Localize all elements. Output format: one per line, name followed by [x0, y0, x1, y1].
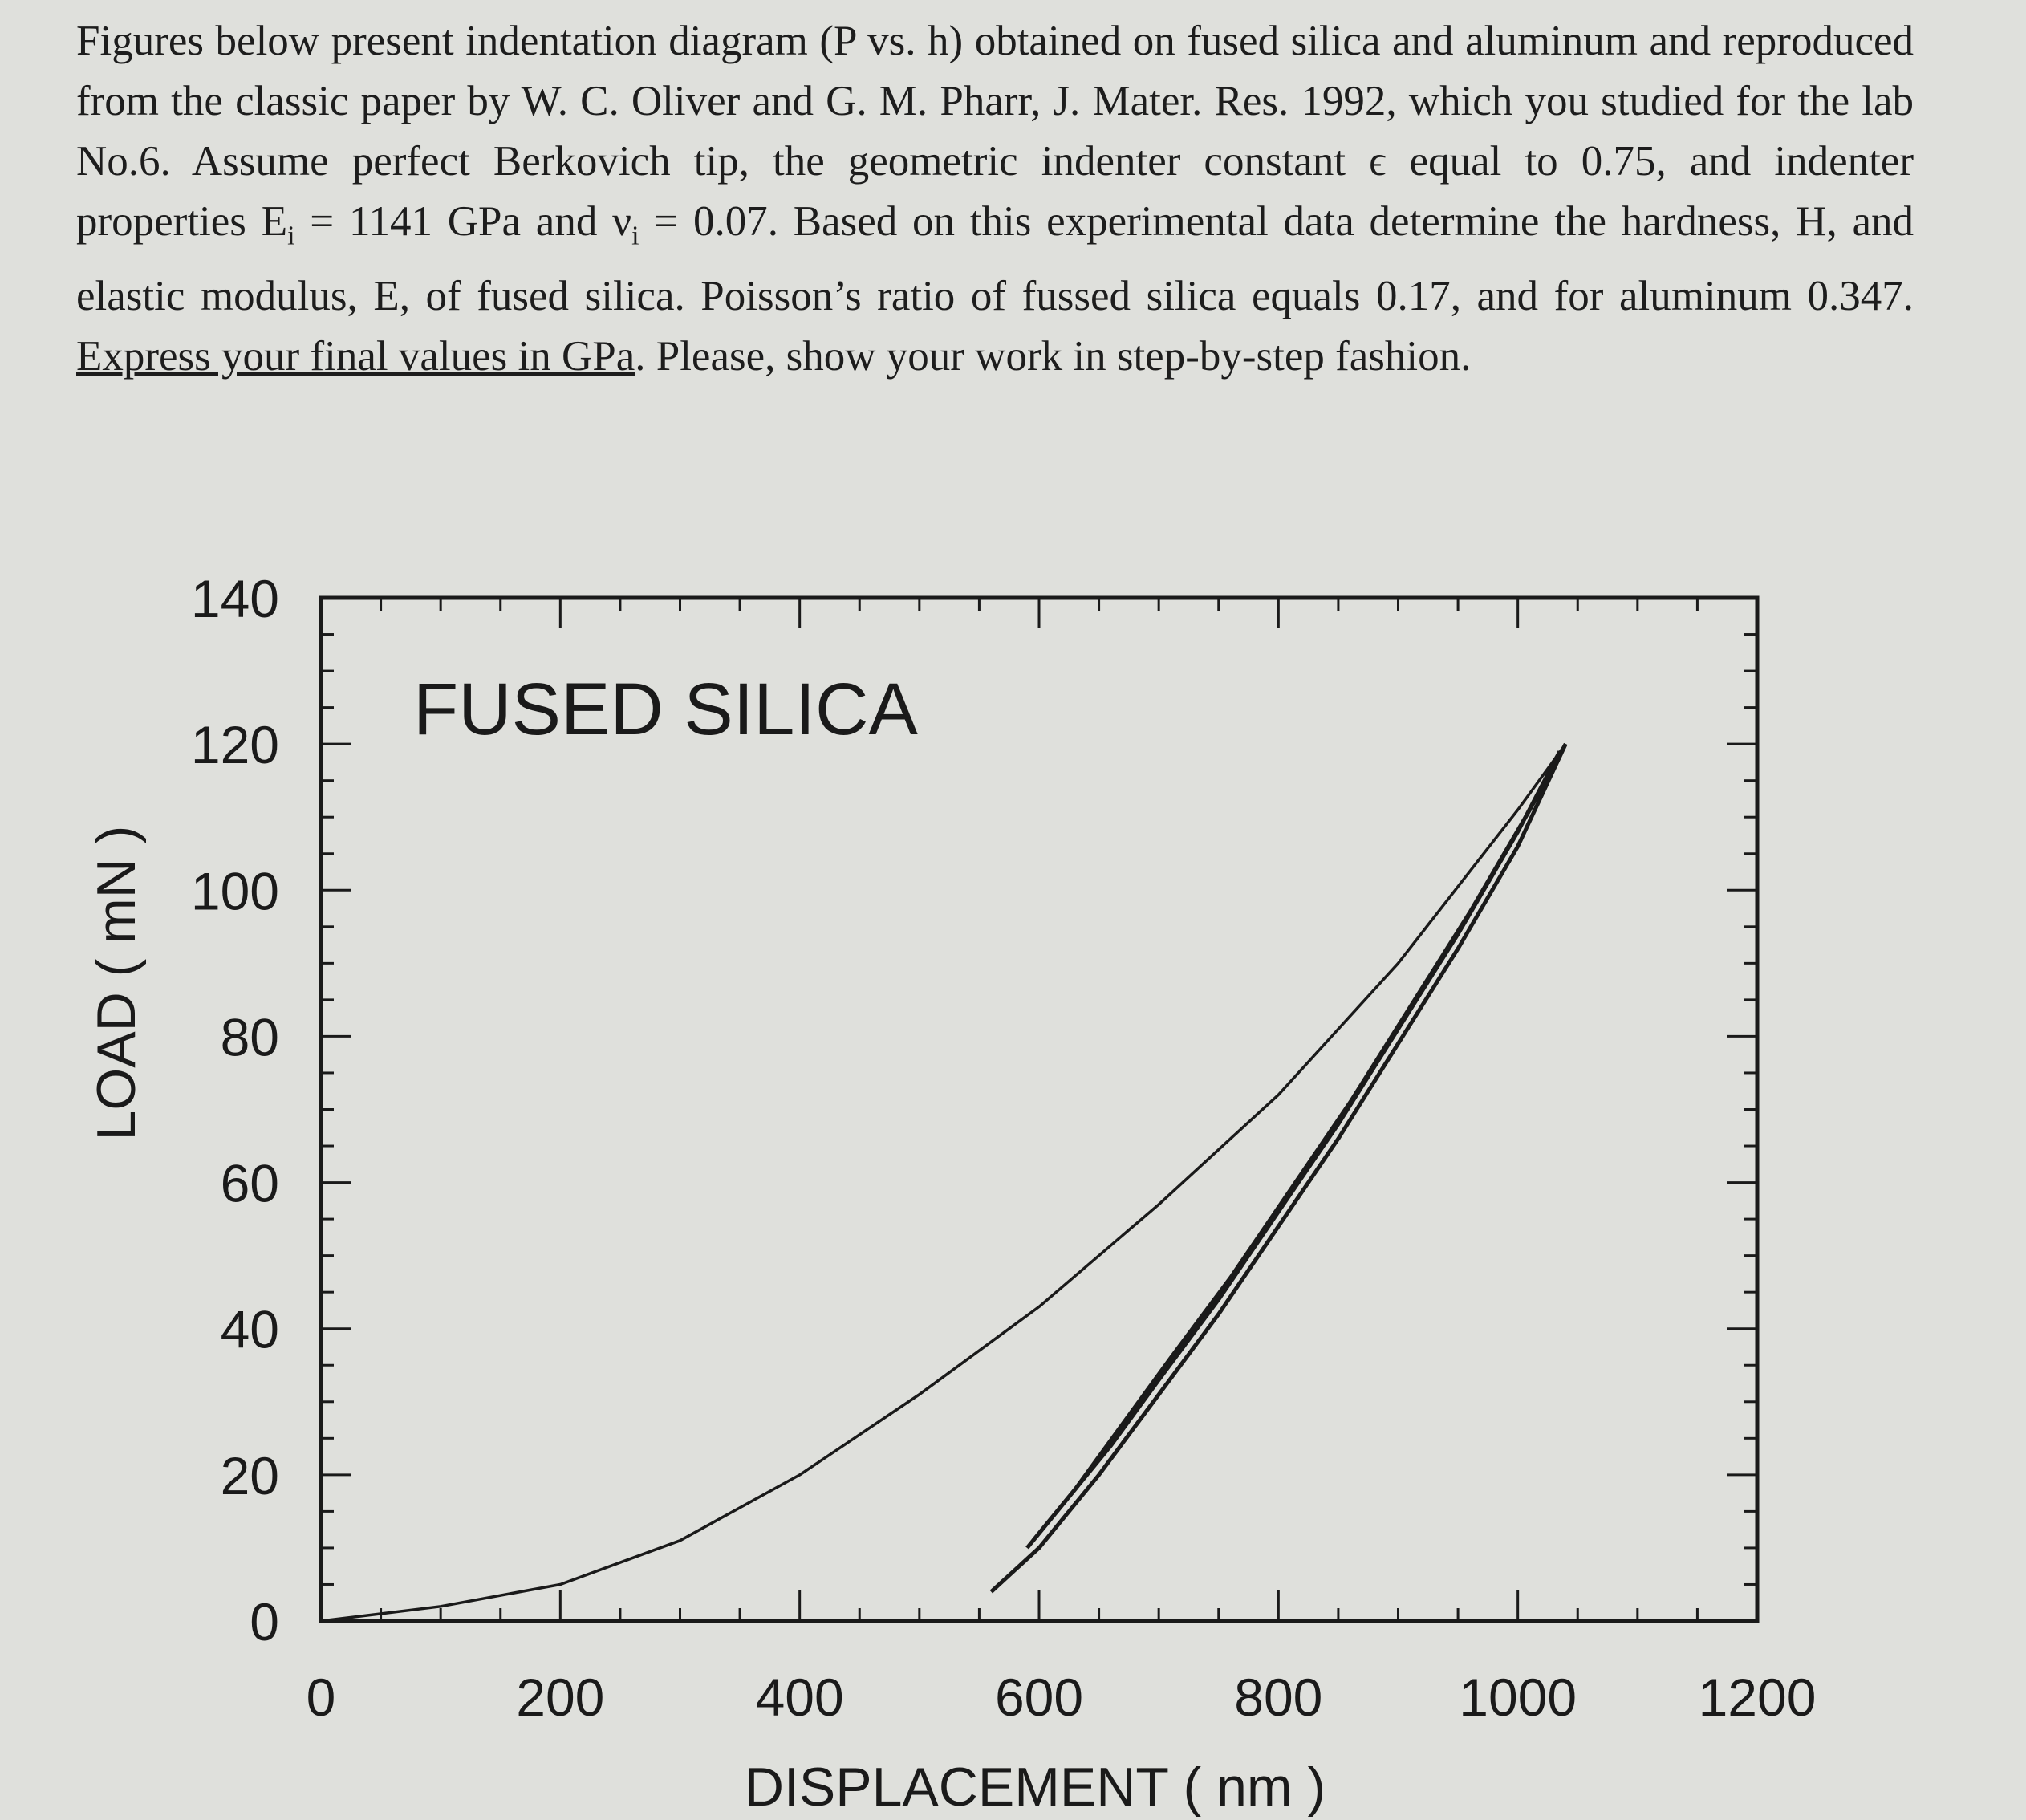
- subscript-i: i: [631, 221, 639, 251]
- y-axis-label: LOAD ( mN ): [86, 826, 147, 1141]
- y-tick-label: 0: [250, 1592, 279, 1651]
- chart-title: FUSED SILICA: [413, 668, 918, 750]
- y-tick-label: 120: [191, 715, 279, 774]
- plot-frame: [319, 595, 1760, 1623]
- y-tick-label: 20: [221, 1446, 279, 1505]
- emphasized-instruction: Express your final values in GPa: [76, 332, 635, 380]
- problem-statement: Figures below present indentation diagra…: [76, 11, 1914, 387]
- y-tick-label: 40: [221, 1300, 279, 1359]
- x-tick-label: 600: [995, 1668, 1083, 1727]
- series-layer: [320, 742, 1568, 1623]
- series-line-loading: [320, 743, 1567, 1623]
- x-tick-label: 1000: [1459, 1668, 1577, 1727]
- problem-text-part-3: = 0.07. Based on this experimental data …: [76, 198, 1914, 319]
- x-tick-label: 400: [756, 1668, 844, 1727]
- y-tick-label: 100: [191, 861, 279, 920]
- subscript-i: i: [287, 221, 295, 251]
- x-tick-label: 200: [516, 1668, 604, 1727]
- axis-ticks: [319, 596, 1759, 1623]
- y-tick-label: 80: [221, 1007, 279, 1066]
- x-tick-label: 1200: [1699, 1668, 1817, 1727]
- problem-text-part-2: = 1141 GPa and ν: [294, 198, 632, 245]
- problem-text-part-1: Figures below present indentation diagra…: [76, 18, 1914, 245]
- y-tick-label: 140: [191, 569, 279, 628]
- x-tick-label: 800: [1234, 1668, 1322, 1727]
- y-tick-label: 60: [221, 1154, 279, 1213]
- problem-paragraph: Figures below present indentation diagra…: [76, 11, 1914, 387]
- plot-border: [319, 595, 1760, 1623]
- tick-labels: 0 200 400 600 800 1000 1200 0 20 40 60 80 100 120 140: [191, 569, 1817, 1727]
- series-line-reloading: [1025, 750, 1562, 1550]
- x-axis-label: DISPLACEMENT ( nm ): [745, 1757, 1326, 1818]
- series-line-unloading: [989, 743, 1568, 1594]
- series-line-unloading-repeat: [1031, 742, 1568, 1542]
- problem-text-part-4: . Please, show your work in step-by-step…: [635, 332, 1472, 380]
- x-tick-label: 0: [307, 1668, 336, 1727]
